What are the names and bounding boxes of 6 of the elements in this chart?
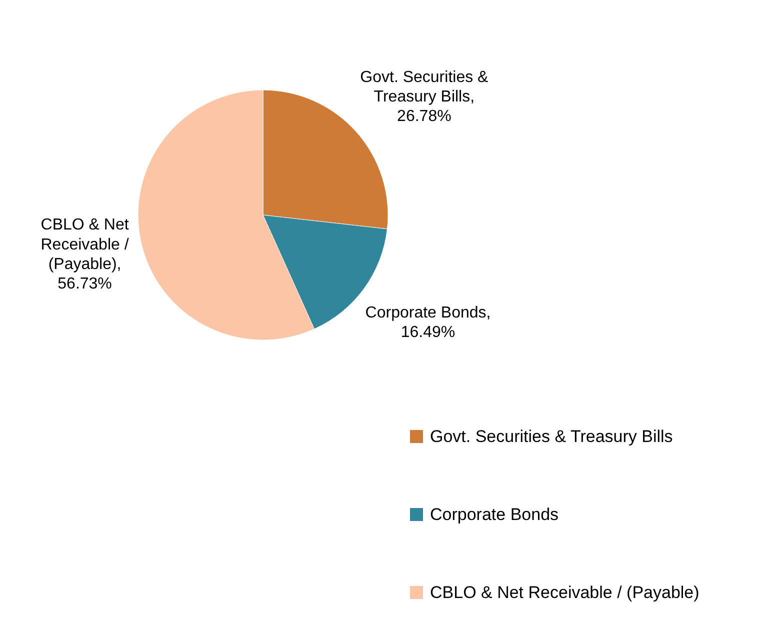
data-label: Govt. Securities & Treasury Bills, 26.78% [360,68,489,125]
legend-label: Govt. Securities & Treasury Bills [430,427,673,446]
data-label: Corporate Bonds, 16.49% [365,304,491,342]
legend-label: CBLO & Net Receivable / (Payable) [430,583,700,602]
legend-label: Corporate Bonds [430,505,559,524]
data-label: CBLO & Net Receivable / (Payable), 56.73% [40,216,130,292]
